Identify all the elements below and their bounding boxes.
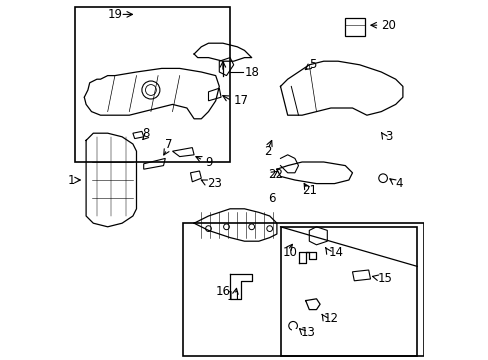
Text: 17: 17	[233, 94, 248, 107]
Text: 15: 15	[377, 273, 392, 285]
Text: 12: 12	[323, 312, 338, 325]
Text: 6: 6	[267, 192, 275, 204]
Text: 23: 23	[206, 177, 221, 190]
Text: 11: 11	[226, 291, 241, 303]
Text: 7: 7	[165, 138, 172, 150]
Bar	[280, 227, 416, 356]
Text: 10: 10	[282, 246, 297, 258]
Text: 4: 4	[395, 177, 403, 190]
Text: 9: 9	[204, 156, 212, 168]
Text: 14: 14	[328, 246, 344, 258]
Text: 21: 21	[301, 184, 316, 197]
Text: 3: 3	[384, 130, 391, 143]
Text: 13: 13	[300, 327, 315, 339]
Text: 22: 22	[267, 168, 283, 181]
Text: 5: 5	[308, 58, 316, 71]
Bar	[183, 223, 424, 356]
Text: 19: 19	[107, 8, 122, 21]
Text: 8: 8	[142, 127, 149, 140]
Text: 2: 2	[264, 145, 271, 158]
Text: 16: 16	[215, 285, 230, 298]
Text: 20: 20	[381, 19, 395, 32]
Text: 1: 1	[67, 174, 75, 186]
Bar	[75, 7, 230, 162]
Text: 18: 18	[244, 66, 259, 78]
Bar	[345, 18, 365, 36]
